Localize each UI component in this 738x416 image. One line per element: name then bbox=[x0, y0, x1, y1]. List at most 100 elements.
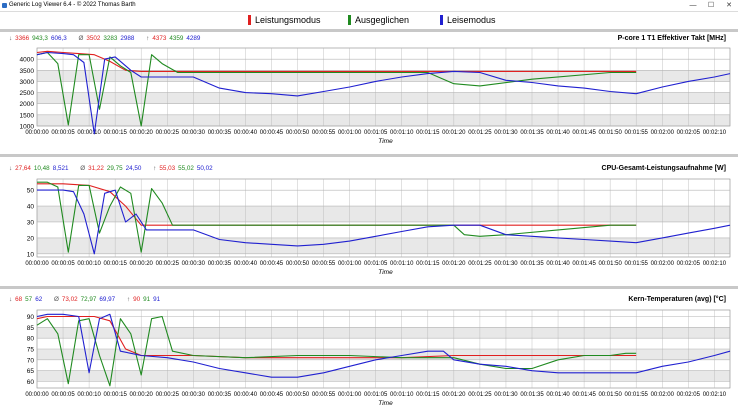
stat-min-3: 8,521 bbox=[53, 165, 69, 172]
x-tick-label: 00:00:00 bbox=[25, 261, 49, 267]
x-tick-label: 00:01:30 bbox=[494, 130, 518, 136]
max-label: ↑ bbox=[153, 165, 156, 172]
x-tick-label: 00:01:00 bbox=[338, 392, 362, 398]
app-icon bbox=[2, 3, 7, 8]
x-tick-label: 00:01:30 bbox=[494, 261, 518, 267]
stat-max-1: 4373 bbox=[152, 35, 166, 42]
x-tick-label: 00:02:05 bbox=[677, 130, 701, 136]
legend-label: Leisemodus bbox=[447, 14, 496, 26]
x-tick-label: 00:02:00 bbox=[651, 130, 675, 136]
y-tick-label: 3500 bbox=[20, 68, 35, 75]
x-tick-label: 00:01:30 bbox=[494, 392, 518, 398]
x-tick-label: 00:01:25 bbox=[468, 261, 492, 267]
x-tick-label: 00:00:20 bbox=[130, 392, 154, 398]
stat-avg-1: 3502 bbox=[86, 35, 100, 42]
window-title: Generic Log Viewer 6.4 - © 2022 Thomas B… bbox=[9, 0, 136, 11]
x-tick-label: 00:00:45 bbox=[260, 261, 284, 267]
y-tick-label: 10 bbox=[27, 251, 35, 258]
legend-swatch-red bbox=[248, 15, 251, 25]
avg-label: Ø bbox=[80, 165, 85, 172]
panel-separator bbox=[0, 29, 738, 32]
x-tick-label: 00:01:35 bbox=[520, 261, 544, 267]
legend-item-ausgeglichen[interactable]: Ausgeglichen bbox=[348, 14, 409, 26]
stat-min-3: 606,3 bbox=[51, 35, 67, 42]
y-tick-label: 3000 bbox=[20, 79, 35, 86]
legend-swatch-blue bbox=[440, 15, 443, 25]
grid-band bbox=[37, 327, 730, 338]
legend: Leistungsmodus Ausgeglichen Leisemodus bbox=[0, 11, 738, 29]
y-tick-label: 2000 bbox=[20, 101, 35, 108]
y-tick-label: 20 bbox=[27, 235, 35, 242]
stats-power: ↓ 27,64 10,48 8,521 Ø 31,22 29,75 24,50 ↑ 55,03… bbox=[9, 165, 216, 172]
x-tick-label: 00:00:15 bbox=[103, 392, 127, 398]
x-tick-label: 00:00:25 bbox=[156, 261, 180, 267]
x-tick-label: 00:00:30 bbox=[182, 130, 206, 136]
x-tick-label: 00:00:00 bbox=[25, 130, 49, 136]
x-tick-label: 00:00:20 bbox=[130, 130, 154, 136]
y-tick-label: 2500 bbox=[20, 90, 35, 97]
y-tick-label: 60 bbox=[27, 379, 35, 386]
x-tick-label: 00:02:05 bbox=[677, 392, 701, 398]
x-tick-label: 00:01:55 bbox=[625, 130, 649, 136]
stat-max-1: 90 bbox=[133, 296, 140, 303]
y-tick-label: 50 bbox=[27, 188, 35, 195]
x-tick-label: 00:01:25 bbox=[468, 392, 492, 398]
x-tick-label: 00:00:05 bbox=[51, 261, 75, 267]
x-axis-label: Time bbox=[378, 400, 393, 407]
x-tick-label: 00:02:00 bbox=[651, 392, 675, 398]
x-tick-label: 00:01:50 bbox=[598, 392, 622, 398]
x-axis-label: Time bbox=[378, 269, 393, 276]
x-tick-label: 00:00:00 bbox=[25, 392, 49, 398]
close-button[interactable]: ✕ bbox=[720, 0, 738, 11]
x-tick-label: 00:01:05 bbox=[364, 130, 388, 136]
x-tick-label: 00:01:20 bbox=[442, 261, 466, 267]
x-tick-label: 00:01:10 bbox=[390, 130, 414, 136]
stat-max-2: 55,02 bbox=[178, 165, 194, 172]
legend-item-leisemodus[interactable]: Leisemodus bbox=[440, 14, 496, 26]
clock-chart: 100015002000250030003500400000:00:00 00:0… bbox=[0, 44, 738, 152]
x-tick-label: 00:02:10 bbox=[703, 261, 727, 267]
stat-max-1: 55,03 bbox=[159, 165, 175, 172]
y-tick-label: 90 bbox=[27, 314, 35, 321]
x-tick-label: 00:00:30 bbox=[182, 392, 206, 398]
series-line-leistungsmodus bbox=[37, 51, 636, 71]
x-tick-label: 00:01:10 bbox=[390, 392, 414, 398]
x-axis-label: Time bbox=[378, 138, 393, 145]
x-tick-label: 00:02:10 bbox=[703, 392, 727, 398]
stat-avg-3: 2988 bbox=[120, 35, 134, 42]
stat-min-1: 3366 bbox=[15, 35, 29, 42]
x-tick-label: 00:00:20 bbox=[130, 261, 154, 267]
x-tick-label: 00:01:10 bbox=[390, 261, 414, 267]
plot-frame bbox=[37, 48, 730, 126]
x-tick-label: 00:01:05 bbox=[364, 392, 388, 398]
avg-label: Ø bbox=[54, 296, 59, 303]
stat-min-2: 57 bbox=[25, 296, 32, 303]
legend-label: Ausgeglichen bbox=[355, 14, 409, 26]
stat-min-3: 62 bbox=[35, 296, 42, 303]
stat-max-3: 4289 bbox=[186, 35, 200, 42]
avg-label: Ø bbox=[78, 35, 83, 42]
x-tick-label: 00:00:05 bbox=[51, 392, 75, 398]
x-tick-label: 00:00:45 bbox=[260, 130, 284, 136]
x-tick-label: 00:01:40 bbox=[546, 261, 570, 267]
y-tick-label: 85 bbox=[27, 325, 35, 332]
legend-label: Leistungsmodus bbox=[255, 14, 321, 26]
stat-max-2: 4359 bbox=[169, 35, 183, 42]
chart-title-clock: P-core 1 T1 Effektiver Takt [MHz] bbox=[618, 35, 726, 42]
x-tick-label: 00:00:25 bbox=[156, 130, 180, 136]
minimize-button[interactable]: — bbox=[684, 0, 702, 11]
min-label: ↓ bbox=[9, 35, 12, 42]
x-tick-label: 00:00:15 bbox=[103, 130, 127, 136]
maximize-button[interactable]: ☐ bbox=[702, 0, 720, 11]
x-tick-label: 00:01:35 bbox=[520, 392, 544, 398]
x-tick-label: 00:00:50 bbox=[286, 130, 310, 136]
min-label: ↓ bbox=[9, 296, 12, 303]
y-tick-label: 80 bbox=[27, 336, 35, 343]
y-tick-label: 30 bbox=[27, 219, 35, 226]
x-tick-label: 00:00:30 bbox=[182, 261, 206, 267]
legend-item-leistungsmodus[interactable]: Leistungsmodus bbox=[248, 14, 321, 26]
stat-min-1: 68 bbox=[15, 296, 22, 303]
y-tick-label: 40 bbox=[27, 204, 35, 211]
